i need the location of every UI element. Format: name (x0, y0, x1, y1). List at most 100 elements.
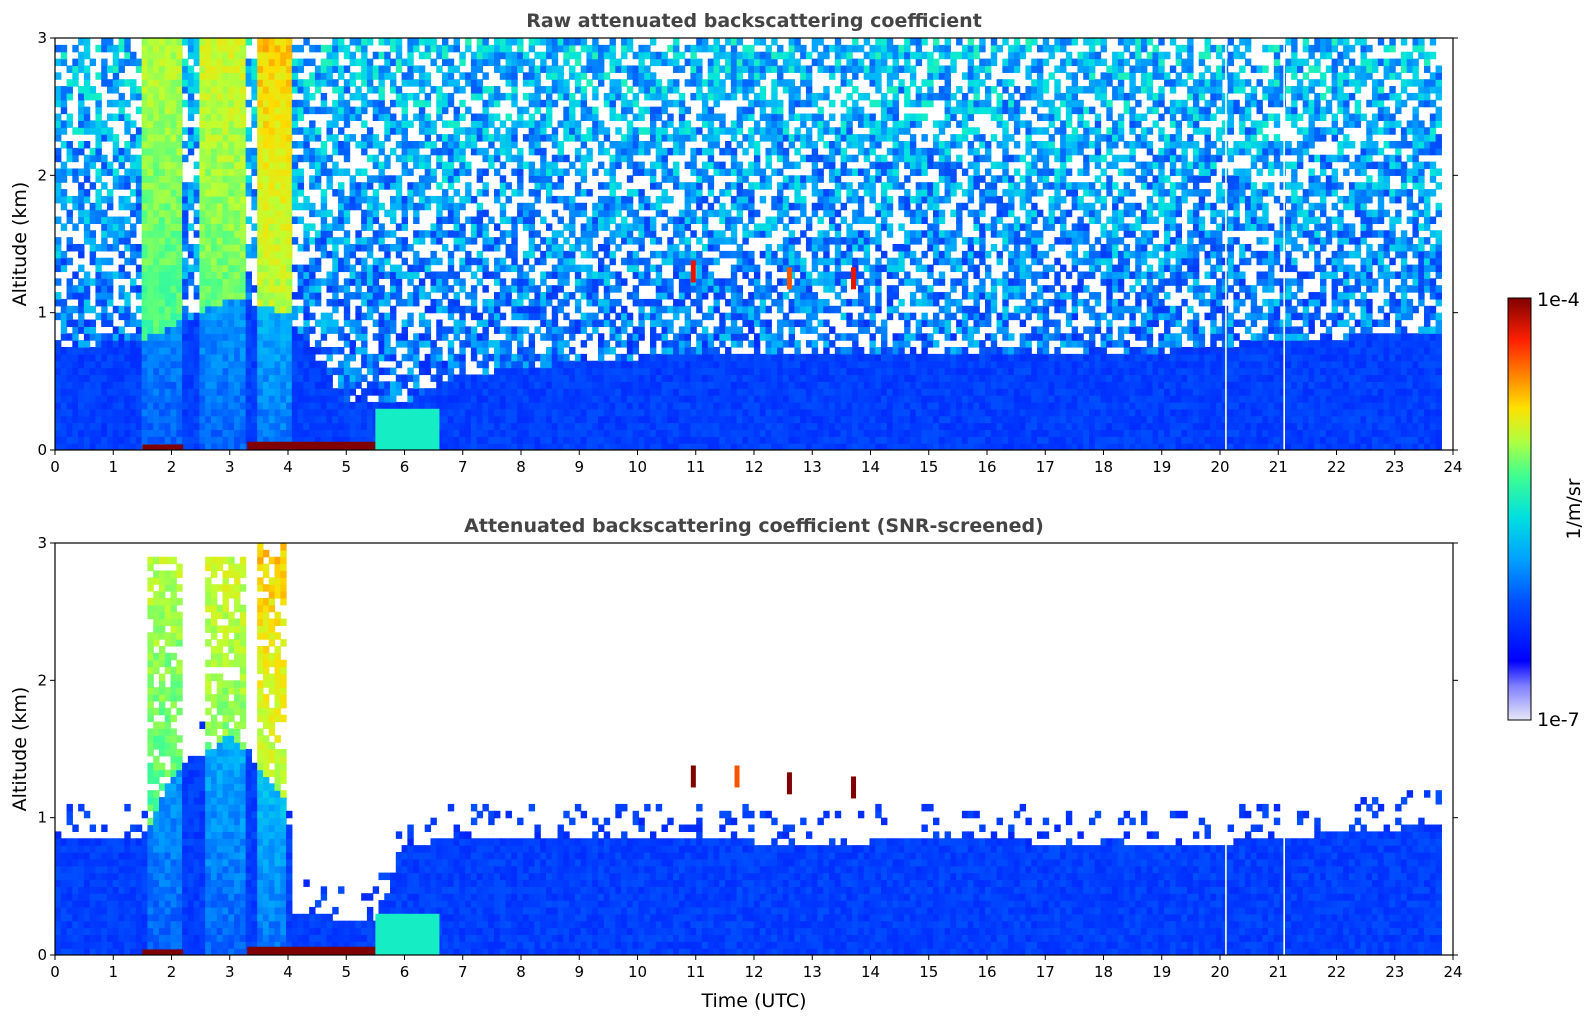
heat-cell (164, 257, 172, 266)
heat-cell (667, 340, 674, 348)
heat-cell (147, 154, 154, 163)
heat-cell (164, 161, 172, 170)
heat-cell (280, 216, 287, 224)
heat-cell (112, 401, 120, 410)
heat-cell (661, 415, 668, 424)
heat-cell (239, 237, 247, 245)
heat-cell (78, 51, 85, 60)
heat-cell (384, 319, 391, 327)
heat-cell (106, 161, 114, 170)
heat-cell (222, 250, 229, 259)
heat-cell (488, 92, 495, 101)
heat-cell (649, 298, 657, 307)
heat-cell (511, 333, 518, 341)
heat-cell (459, 415, 466, 424)
heat-cell (228, 120, 235, 128)
heat-cell (384, 113, 391, 121)
heat-cell (586, 422, 593, 430)
heat-cell (101, 292, 108, 300)
heat-cell (522, 202, 530, 211)
heat-cell (597, 436, 605, 444)
heat-cell (187, 353, 195, 362)
heat-cell (546, 367, 553, 376)
heat-cell (176, 312, 183, 321)
heat-cell (436, 147, 443, 156)
heat-cell (632, 395, 640, 403)
heat-cell (661, 305, 668, 314)
heat-cell (621, 422, 628, 430)
heat-cell (210, 278, 218, 286)
heat-cell (95, 127, 102, 135)
heat-cell (239, 230, 247, 238)
heat-cell (153, 182, 160, 190)
heat-cell (673, 415, 680, 424)
heat-cell (488, 401, 495, 410)
heat-cell (603, 388, 611, 396)
heat-cell (494, 44, 501, 53)
heat-cell (303, 312, 310, 321)
heat-cell (349, 58, 356, 67)
heat-cell (384, 257, 391, 266)
heat-cell (222, 237, 229, 245)
heat-cell (551, 401, 559, 410)
heat-cell (205, 58, 212, 67)
heat-cell (505, 381, 512, 389)
heat-cell (482, 347, 489, 355)
heat-cell (355, 278, 362, 286)
heat-cell (632, 250, 640, 259)
heat-cell (366, 367, 374, 376)
heat-cell (199, 436, 206, 444)
heat-cell (528, 429, 536, 437)
heat-cell (649, 106, 657, 115)
heat-cell (673, 161, 680, 170)
heat-cell (407, 395, 414, 403)
heat-cell (205, 395, 212, 403)
heat-cell (280, 168, 287, 176)
heat-cell (176, 106, 183, 115)
heat-cell (338, 415, 345, 424)
heat-cell (482, 237, 489, 245)
heat-cell (401, 99, 408, 108)
heat-cell (193, 422, 201, 430)
heat-cell (101, 237, 108, 245)
heat-cell (528, 175, 536, 183)
heat-cell (112, 154, 120, 163)
heat-cell (649, 305, 657, 314)
heat-cell (349, 134, 356, 142)
heat-cell (257, 51, 264, 60)
heat-cell (621, 113, 628, 121)
heat-cell (505, 72, 512, 80)
heat-cell (130, 175, 137, 183)
heat-cell (257, 79, 264, 87)
heat-cell (153, 86, 160, 94)
heat-cell (106, 436, 114, 444)
heat-cell (609, 209, 616, 218)
heat-cell (418, 360, 426, 369)
heat-cell (106, 127, 114, 135)
heat-cell (291, 347, 299, 355)
heat-cell (234, 127, 241, 135)
heat-cell (106, 388, 114, 396)
heat-cell (673, 182, 680, 190)
heat-cell (621, 230, 628, 238)
heat-cell (106, 223, 114, 231)
heat-cell (574, 120, 582, 128)
heat-cell (563, 367, 570, 376)
heat-cell (372, 154, 380, 163)
heat-cell (649, 175, 657, 183)
heat-cell (66, 147, 73, 156)
heat-cell (216, 161, 224, 170)
heat-cell (574, 237, 582, 245)
heat-cell (170, 189, 177, 197)
heat-cell (401, 257, 408, 266)
heat-cell (626, 367, 634, 376)
heat-cell (505, 44, 512, 53)
heat-cell (286, 285, 293, 293)
heat-cell (187, 86, 195, 94)
heat-cell (55, 134, 62, 142)
heat-cell (130, 168, 137, 176)
heat-cell (332, 134, 339, 142)
heat-cell (684, 443, 692, 450)
heat-cell (153, 319, 160, 327)
heat-cell (621, 353, 628, 362)
